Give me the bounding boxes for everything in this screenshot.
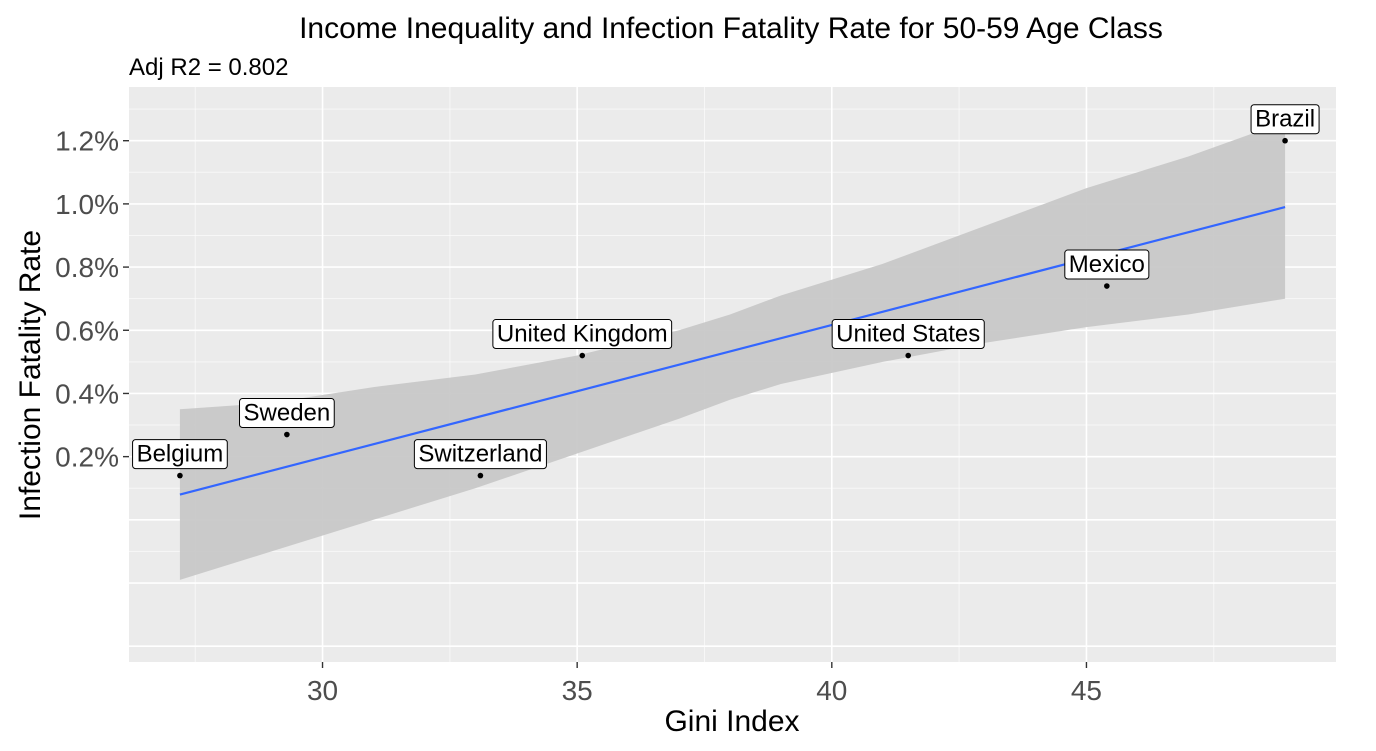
x-tick-label: 45 <box>1071 675 1102 706</box>
data-point-brazil <box>1282 137 1288 144</box>
point-labels: Belgium Sweden Switzerland United Kingdom Un… <box>132 104 1320 470</box>
data-point-united-kingdom <box>579 352 586 359</box>
x-axis-title: Gini Index <box>664 705 799 738</box>
label-box-sweden <box>239 398 335 429</box>
data-points <box>177 137 1288 479</box>
label-box-united-kingdom <box>492 319 673 350</box>
label-text-mexico: Mexico <box>1069 251 1145 278</box>
label-box-united-states <box>831 319 985 350</box>
label-text-brazil: Brazil <box>1255 106 1315 133</box>
label-switzerland: Switzerland <box>413 439 547 470</box>
label-belgium: Belgium <box>132 439 228 470</box>
data-point-switzerland <box>477 472 484 479</box>
label-text-belgium: Belgium <box>137 441 224 468</box>
label-text-switzerland: Switzerland <box>418 441 542 468</box>
label-box-mexico <box>1064 249 1150 280</box>
label-text-united-kingdom: United Kingdom <box>497 321 668 348</box>
y-tick-label: 1.2% <box>55 126 119 157</box>
x-axis-ticks: 30 35 40 45 <box>307 662 1102 706</box>
label-brazil: Brazil <box>1250 104 1320 135</box>
label-united-kingdom: United Kingdom <box>492 319 673 350</box>
y-tick-label: 1.0% <box>55 189 119 220</box>
label-united-states: United States <box>831 319 985 350</box>
data-point-sweden <box>284 431 290 438</box>
label-box-belgium <box>132 439 228 470</box>
chart-subtitle: Adj R2 = 0.802 <box>129 54 288 81</box>
x-tick-label: 40 <box>816 675 847 706</box>
y-tick-label: 0.8% <box>55 252 119 283</box>
y-tick-label: 0.4% <box>55 378 119 409</box>
label-text-sweden: Sweden <box>244 400 331 427</box>
data-point-mexico <box>1104 283 1110 289</box>
label-sweden: Sweden <box>239 398 335 429</box>
x-tick-label: 35 <box>562 675 593 706</box>
label-box-brazil <box>1250 104 1320 135</box>
y-tick-label: 0.6% <box>55 315 119 346</box>
label-box-switzerland <box>413 439 547 470</box>
x-tick-label: 30 <box>307 675 338 706</box>
label-mexico: Mexico <box>1064 249 1150 280</box>
y-tick-label: 0.2% <box>55 442 119 473</box>
label-text-united-states: United States <box>836 321 980 348</box>
chart-title: Income Inequality and Infection Fatality… <box>299 12 1163 45</box>
y-axis-title: Infection Fatality Rate <box>14 230 47 520</box>
data-point-united-states <box>905 352 912 359</box>
data-point-belgium <box>177 472 183 479</box>
y-axis-ticks: 0.2% 0.4% 0.6% 0.8% 1.0% 1.2% <box>55 126 129 473</box>
